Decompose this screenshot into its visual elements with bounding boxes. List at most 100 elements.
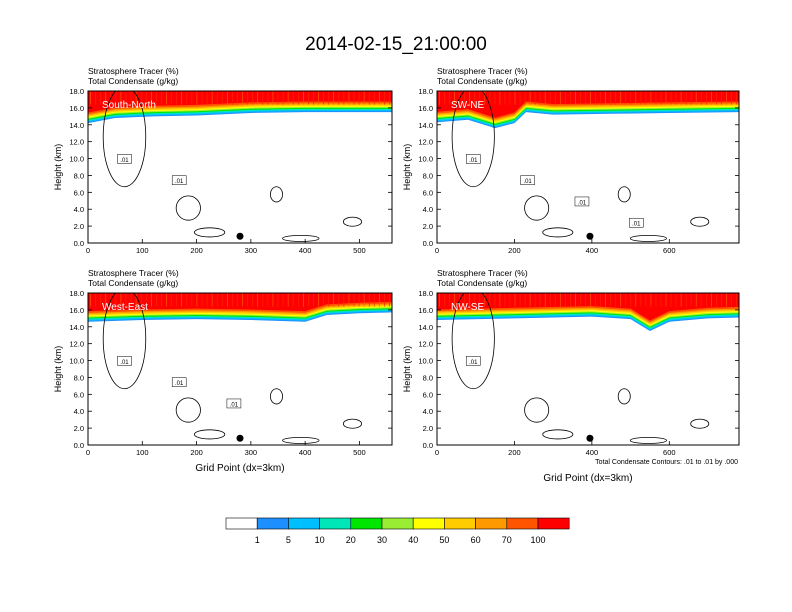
location-marker xyxy=(586,232,594,240)
ytick-label: 18.0 xyxy=(69,289,84,298)
colorbar: 1 5 10 20 30 40 50 60 70 100 xyxy=(225,517,570,545)
ytick-label: 0.0 xyxy=(74,441,84,450)
tracer-band-10 xyxy=(437,91,739,118)
contour-label: .01 xyxy=(465,154,481,164)
location-marker xyxy=(586,434,594,442)
xtick-label: 600 xyxy=(663,448,676,457)
colorbar-label: 10 xyxy=(315,535,325,545)
colorbar-label: 100 xyxy=(530,535,545,545)
contour-line xyxy=(690,216,710,227)
contour-line xyxy=(282,235,320,242)
contour-label: .01 xyxy=(629,217,644,228)
contour-label: .01 xyxy=(117,356,132,366)
colorbar-swatch xyxy=(381,517,414,530)
x-axis-label: Grid Point (dx=3km) xyxy=(543,473,632,484)
contour-line xyxy=(342,216,363,227)
colorbar-swatch xyxy=(537,517,570,530)
contour-line xyxy=(175,195,201,221)
contour-line xyxy=(194,429,226,440)
contour-label: .01 xyxy=(574,196,590,206)
xtick-label: 200 xyxy=(190,448,203,457)
ytick-label: 10.0 xyxy=(69,155,84,164)
location-marker xyxy=(236,434,244,442)
contour-line xyxy=(102,293,147,390)
svg-text:.01: .01 xyxy=(175,381,184,387)
location-marker xyxy=(236,232,244,240)
ytick-label: 12.0 xyxy=(418,138,433,147)
y-axis-label: Height (km) xyxy=(53,346,63,393)
panel-1: .01 .01 South-North Stratosphere Tracer (%)… xyxy=(53,66,393,255)
ytick-label: 6.0 xyxy=(74,188,84,197)
xtick-label: 0 xyxy=(86,448,90,457)
ytick-label: 16.0 xyxy=(418,306,433,315)
ytick-label: 2.0 xyxy=(423,222,433,231)
ytick-label: 2.0 xyxy=(74,424,84,433)
colorbar-swatch xyxy=(350,517,383,530)
colorbar-label: 60 xyxy=(471,535,481,545)
ytick-label: 16.0 xyxy=(418,104,433,113)
ytick-label: 14.0 xyxy=(418,323,433,332)
xtick-label: 200 xyxy=(190,246,203,255)
xtick-label: 300 xyxy=(245,246,258,255)
ytick-label: 18.0 xyxy=(69,87,84,96)
ytick-label: 4.0 xyxy=(74,205,84,214)
contour-line xyxy=(102,91,147,188)
ytick-label: 10.0 xyxy=(418,155,433,164)
colorbar-swatch xyxy=(475,517,508,530)
svg-text:.01: .01 xyxy=(632,222,641,228)
contour-line xyxy=(194,227,226,238)
ytick-label: 8.0 xyxy=(74,171,84,180)
xtick-label: 300 xyxy=(245,448,258,457)
tracer-band-10 xyxy=(88,293,392,312)
ytick-label: 14.0 xyxy=(69,121,84,130)
svg-text:.01: .01 xyxy=(120,360,129,366)
condensate-contours xyxy=(451,91,710,242)
ytick-label: 18.0 xyxy=(418,87,433,96)
plot-frame xyxy=(87,90,393,244)
colorbar-swatch xyxy=(506,517,539,530)
panel-title-line: Stratosphere Tracer (%) xyxy=(437,66,528,76)
colorbar-swatch xyxy=(225,517,258,530)
ytick-label: 6.0 xyxy=(423,188,433,197)
ytick-label: 12.0 xyxy=(69,340,84,349)
contour-label: .01 xyxy=(171,377,187,387)
colorbar-swatch xyxy=(444,517,476,530)
colorbar-swatch xyxy=(256,517,289,530)
ytick-label: 12.0 xyxy=(418,340,433,349)
xtick-label: 200 xyxy=(508,246,521,255)
xtick-label: 500 xyxy=(353,246,366,255)
svg-text:.01: .01 xyxy=(578,200,587,206)
plot-frame xyxy=(436,292,740,446)
xtick-label: 400 xyxy=(586,246,599,255)
ytick-label: 16.0 xyxy=(69,104,84,113)
ytick-label: 12.0 xyxy=(69,138,84,147)
figure-title: 2014-02-15_21:00:00 xyxy=(305,34,487,55)
contour-line xyxy=(629,436,667,444)
panel-label: South-North xyxy=(102,100,156,111)
contour-line xyxy=(270,388,283,405)
contour-line xyxy=(617,186,631,203)
xtick-label: 100 xyxy=(136,246,149,255)
contour-line xyxy=(690,418,710,429)
colorbar-label: 5 xyxy=(286,535,291,545)
contour-line xyxy=(451,293,495,390)
ytick-label: 4.0 xyxy=(74,407,84,416)
colorbar-label: 30 xyxy=(377,535,387,545)
tracer-field: .01 .01 xyxy=(88,91,392,243)
xtick-label: 400 xyxy=(299,448,312,457)
xtick-label: 400 xyxy=(586,448,599,457)
tracer-band-10 xyxy=(88,91,392,113)
panel-title-line: Total Condensate (g/kg) xyxy=(88,278,178,288)
contour-line xyxy=(270,186,283,203)
colorbar-swatch xyxy=(412,517,445,530)
tracer-field: .01 .01 .01 .01 xyxy=(437,91,739,243)
contour-line xyxy=(542,429,574,440)
contour-line xyxy=(451,91,495,188)
xtick-label: 200 xyxy=(508,448,521,457)
ytick-label: 6.0 xyxy=(423,390,433,399)
colorbar-label: 20 xyxy=(346,535,356,545)
svg-text:.01: .01 xyxy=(469,158,478,164)
ytick-label: 0.0 xyxy=(74,239,84,248)
